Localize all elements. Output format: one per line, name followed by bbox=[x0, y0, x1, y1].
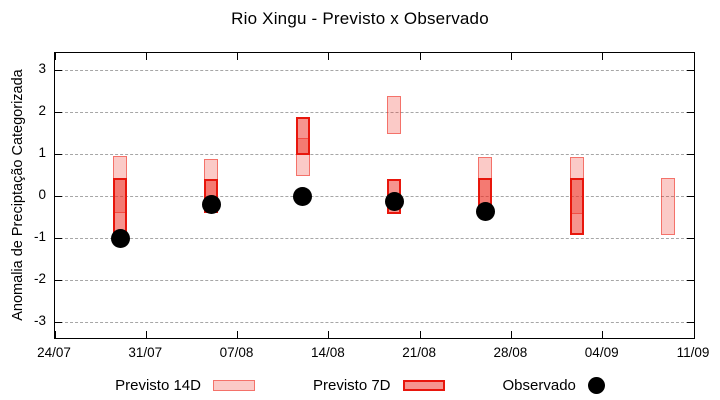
previsto-14d-bar bbox=[660, 178, 675, 236]
gridline bbox=[55, 111, 694, 113]
legend-label-previsto-7d: Previsto 7D bbox=[312, 376, 391, 394]
plot-area bbox=[54, 52, 695, 339]
y-tick-mark bbox=[55, 321, 62, 323]
x-tick-mark bbox=[237, 331, 239, 338]
y-tick-mark bbox=[687, 237, 694, 239]
y-tick-label: -2 bbox=[33, 271, 46, 286]
observado-dot bbox=[201, 194, 221, 214]
x-tick-mark bbox=[419, 331, 421, 338]
x-tick-mark bbox=[602, 331, 604, 338]
x-tick-mark bbox=[145, 331, 147, 338]
y-tick-mark bbox=[687, 111, 694, 113]
gridline bbox=[55, 237, 694, 239]
legend-swatch-7d bbox=[402, 379, 445, 391]
gridline bbox=[55, 69, 694, 71]
x-tick-mark bbox=[419, 53, 421, 60]
gridline bbox=[55, 279, 694, 281]
previsto-7d-bar bbox=[569, 178, 584, 236]
x-tick-label: 31/07 bbox=[128, 345, 163, 360]
y-tick-mark bbox=[687, 279, 694, 281]
y-tick-mark bbox=[55, 279, 62, 281]
y-tick-mark bbox=[687, 195, 694, 197]
chart-title: Rio Xingu - Previsto x Observado bbox=[231, 9, 489, 28]
x-tick-mark bbox=[510, 331, 512, 338]
x-tick-label: 04/09 bbox=[584, 345, 619, 360]
x-tick-mark bbox=[328, 53, 330, 60]
y-tick-mark bbox=[55, 69, 62, 71]
legend-label-observado: Observado bbox=[502, 376, 576, 394]
y-tick-mark bbox=[55, 111, 62, 113]
gridline bbox=[55, 321, 694, 323]
y-tick-label: 2 bbox=[38, 103, 46, 118]
x-tick-mark bbox=[237, 53, 239, 60]
x-tick-mark bbox=[693, 53, 695, 60]
previsto-7d-bar bbox=[113, 177, 128, 233]
observado-dot bbox=[475, 201, 495, 221]
y-tick-label: 0 bbox=[38, 187, 46, 202]
y-tick-label: 1 bbox=[38, 145, 46, 160]
x-tick-mark bbox=[602, 53, 604, 60]
y-tick-mark bbox=[55, 237, 62, 239]
gridline bbox=[55, 195, 694, 197]
legend-item-previsto-14d: Previsto 14D bbox=[115, 377, 255, 394]
legend-swatch-14d bbox=[212, 379, 255, 391]
x-tick-label: 24/07 bbox=[37, 345, 71, 360]
legend-observed-dot-icon bbox=[587, 376, 605, 394]
observado-dot bbox=[293, 186, 313, 206]
observado-dot bbox=[110, 228, 130, 248]
gridline bbox=[55, 153, 694, 155]
y-tick-mark bbox=[687, 321, 694, 323]
x-tick-mark bbox=[510, 53, 512, 60]
x-tick-label: 28/08 bbox=[493, 345, 528, 360]
legend-item-previsto-7d: Previsto 7D bbox=[313, 377, 445, 394]
x-tick-mark bbox=[693, 331, 695, 338]
previsto-14d-bar bbox=[387, 96, 402, 134]
y-tick-label: -1 bbox=[33, 229, 46, 244]
x-tick-mark bbox=[54, 53, 56, 60]
y-tick-label: 3 bbox=[38, 61, 46, 76]
legend-item-observado: Observado bbox=[502, 376, 605, 394]
x-tick-label: 11/09 bbox=[676, 345, 710, 360]
previsto-7d-bar bbox=[295, 116, 310, 155]
y-tick-mark bbox=[687, 153, 694, 155]
y-tick-label: -3 bbox=[33, 313, 46, 328]
x-tick-label: 21/08 bbox=[402, 345, 437, 360]
x-tick-label: 07/08 bbox=[219, 345, 254, 360]
x-tick-mark bbox=[145, 53, 147, 60]
y-tick-mark bbox=[55, 195, 62, 197]
observado-dot bbox=[384, 192, 404, 212]
legend: Previsto 14D Previsto 7D Observado bbox=[0, 371, 720, 399]
x-tick-label: 14/08 bbox=[310, 345, 345, 360]
x-tick-mark bbox=[54, 331, 56, 338]
y-tick-mark bbox=[687, 69, 694, 71]
x-tick-mark bbox=[328, 331, 330, 338]
y-tick-mark bbox=[55, 153, 62, 155]
legend-label-previsto-14d: Previsto 14D bbox=[115, 376, 201, 394]
